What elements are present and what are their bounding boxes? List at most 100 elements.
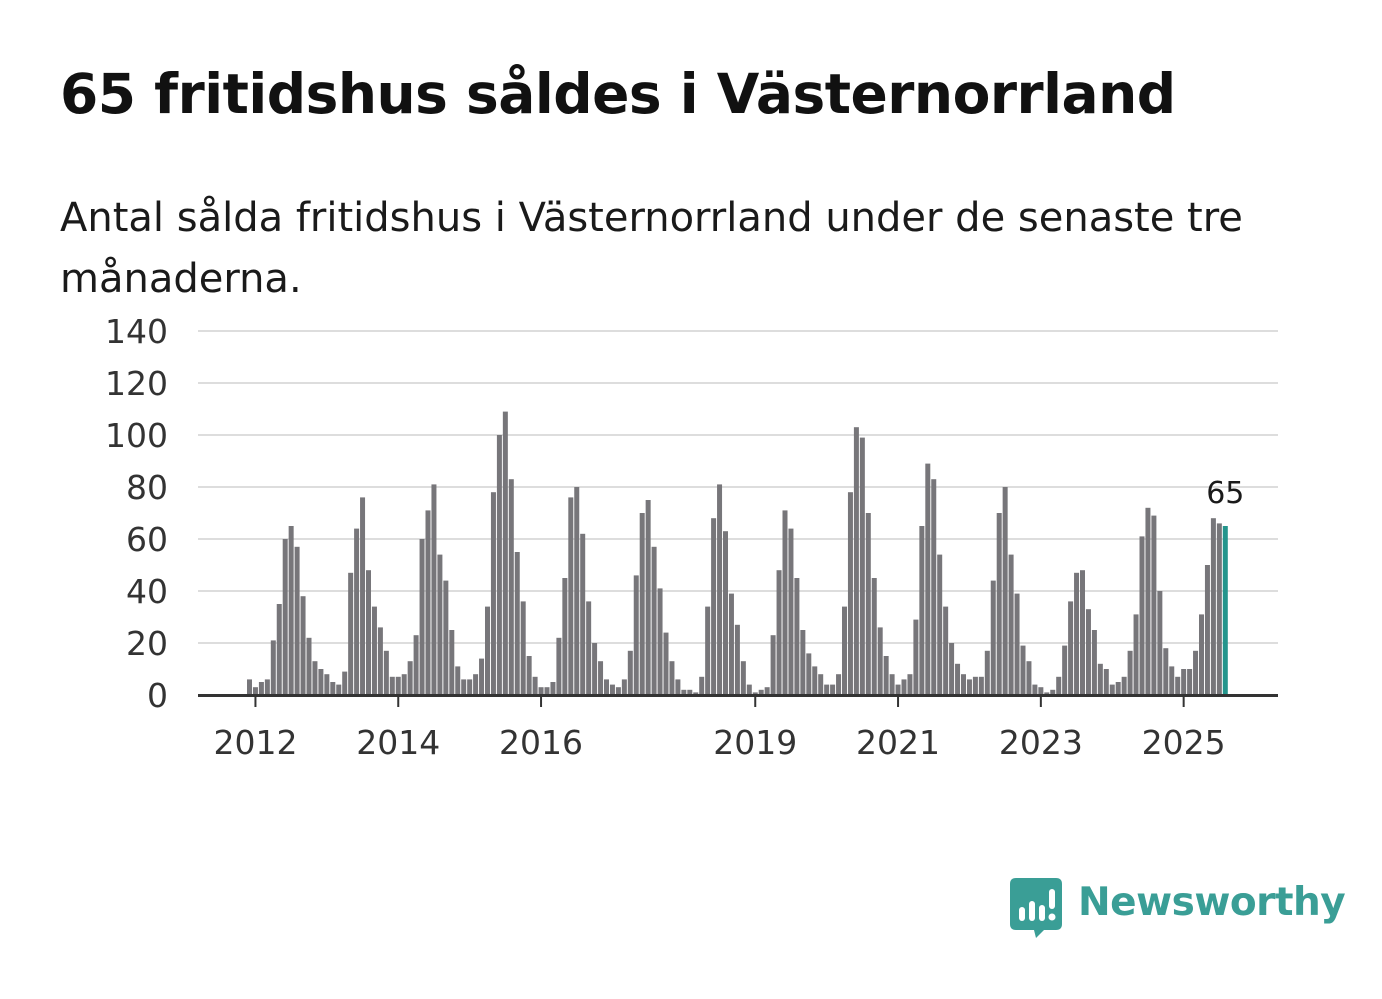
bar xyxy=(360,497,366,695)
bar xyxy=(776,570,782,695)
x-tick-label: 2016 xyxy=(499,723,583,762)
bar xyxy=(532,676,538,695)
bar xyxy=(407,661,413,695)
highlighted-bar xyxy=(1222,526,1228,695)
bar xyxy=(937,554,943,695)
bar xyxy=(728,593,734,695)
bar xyxy=(479,658,485,695)
bar xyxy=(562,578,568,695)
bar xyxy=(383,650,389,695)
bar xyxy=(782,510,788,695)
bar xyxy=(1056,676,1062,695)
bar xyxy=(1181,669,1187,695)
bar xyxy=(330,682,336,695)
bar xyxy=(526,656,532,695)
bar xyxy=(401,674,407,695)
bar xyxy=(752,692,758,695)
bar xyxy=(1085,609,1091,695)
x-tick-label: 2025 xyxy=(1142,723,1226,762)
bar xyxy=(348,572,354,695)
bar xyxy=(949,643,955,695)
x-tick-label: 2019 xyxy=(713,723,797,762)
bar xyxy=(538,687,544,695)
x-tick-label: 2023 xyxy=(999,723,1083,762)
bar xyxy=(955,663,961,695)
bar xyxy=(966,679,972,695)
bar xyxy=(455,666,461,695)
newsworthy-logo[interactable]: Newsworthy xyxy=(1010,878,1346,940)
bar xyxy=(818,674,824,695)
bar xyxy=(1151,515,1157,695)
bar xyxy=(1068,601,1074,695)
bar xyxy=(306,637,312,695)
bar xyxy=(604,679,609,695)
bar xyxy=(1216,523,1222,695)
bar xyxy=(354,528,360,695)
bar xyxy=(1199,614,1204,695)
brand-name: Newsworthy xyxy=(1078,880,1346,925)
bar xyxy=(633,575,639,695)
bar xyxy=(847,492,853,695)
bar xyxy=(1026,661,1032,695)
bar xyxy=(1169,666,1175,695)
bar xyxy=(1080,570,1085,695)
bar xyxy=(651,546,657,695)
bar xyxy=(485,606,490,695)
bar xyxy=(366,570,371,695)
bar xyxy=(717,484,723,695)
bar xyxy=(961,674,966,695)
bar xyxy=(687,689,693,695)
bar xyxy=(675,679,681,695)
highlight-data-label: 65 xyxy=(1206,476,1244,511)
bar xyxy=(592,643,598,695)
y-tick-label: 100 xyxy=(105,416,168,455)
bar xyxy=(425,510,431,695)
bar xyxy=(1204,565,1210,695)
bar xyxy=(520,601,526,695)
bar xyxy=(258,682,264,695)
bar xyxy=(419,539,425,695)
bar xyxy=(740,661,746,695)
y-tick-label: 20 xyxy=(126,624,168,663)
bar xyxy=(514,552,520,695)
bar xyxy=(1127,650,1133,695)
bar xyxy=(324,674,330,695)
bar xyxy=(1008,554,1014,695)
y-tick-label: 60 xyxy=(126,520,168,559)
chart-subtitle: Antal sålda fritidshus i Västernorrland … xyxy=(60,195,1243,302)
bar xyxy=(276,604,282,695)
bar xyxy=(627,650,633,695)
bar xyxy=(544,687,550,695)
bar xyxy=(842,606,847,695)
bar xyxy=(550,682,556,695)
bar xyxy=(883,656,889,695)
bar xyxy=(1145,507,1151,695)
bar xyxy=(990,580,996,695)
bar xyxy=(1103,669,1109,695)
bar xyxy=(1121,676,1127,695)
bar xyxy=(1115,682,1121,695)
bar xyxy=(580,533,586,695)
chart-title: 65 fritidshus såldes i Västernorrland xyxy=(60,62,1176,126)
bar xyxy=(859,437,865,695)
bar xyxy=(770,635,776,695)
bar xyxy=(913,619,919,695)
bar xyxy=(1187,669,1193,695)
bar xyxy=(1210,518,1216,695)
bar xyxy=(1175,676,1181,695)
bar xyxy=(437,554,443,695)
bar xyxy=(711,518,717,695)
bar xyxy=(645,500,651,695)
bar xyxy=(830,684,836,695)
bar xyxy=(871,578,877,695)
bar xyxy=(1139,536,1145,695)
bar xyxy=(568,497,574,695)
bar xyxy=(746,684,752,695)
bar xyxy=(907,674,913,695)
x-tick-label: 2021 xyxy=(856,723,940,762)
bar xyxy=(699,676,705,695)
bar xyxy=(972,676,978,695)
bar xyxy=(609,684,615,695)
bar xyxy=(312,661,318,695)
bar xyxy=(342,671,348,695)
